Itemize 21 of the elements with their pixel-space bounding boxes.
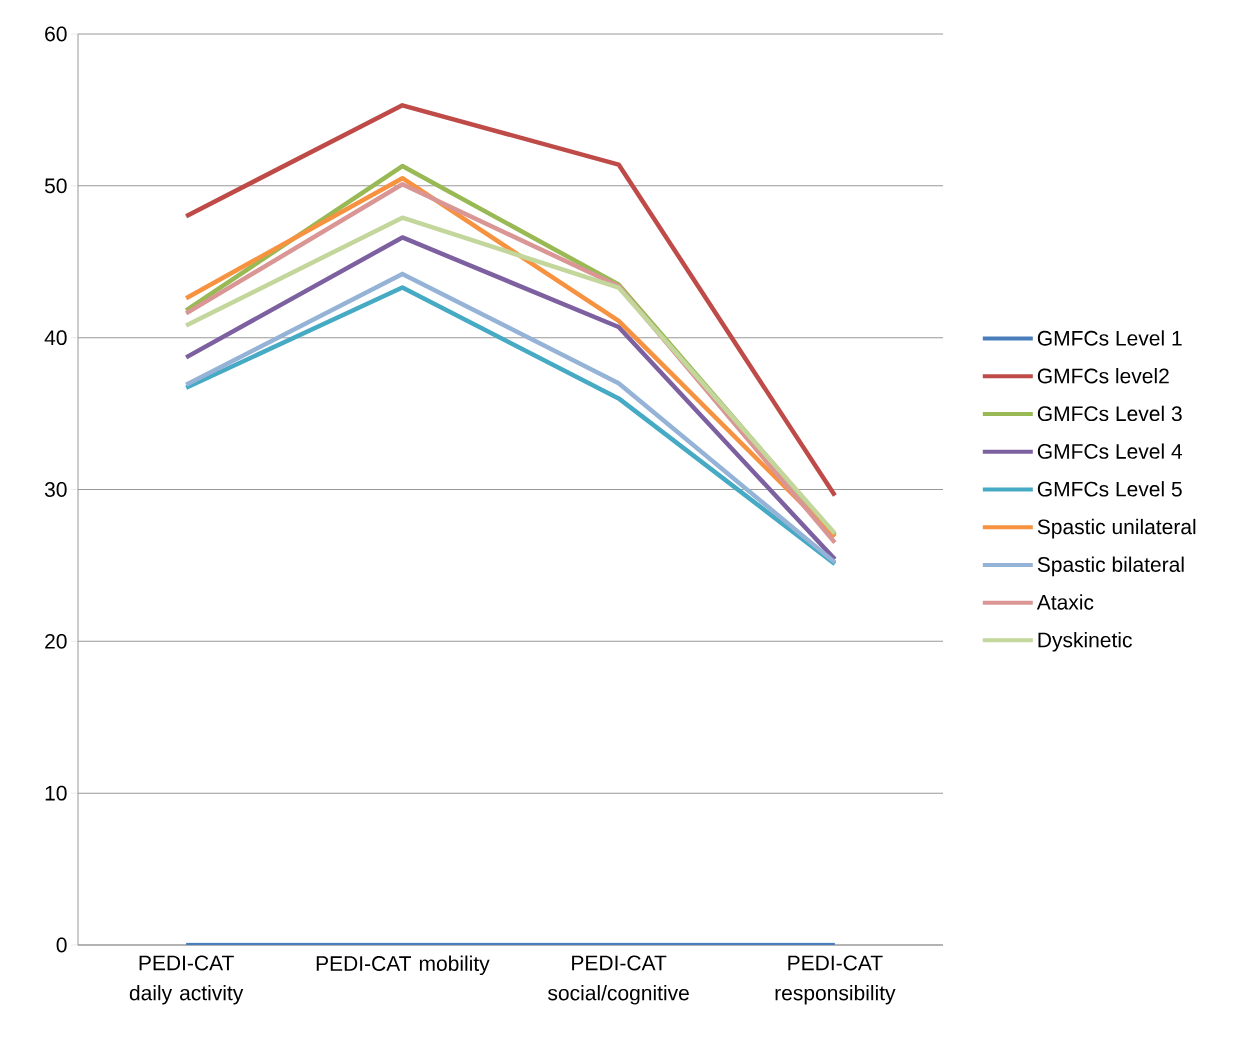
x-tick-label: PEDI-CAT responsibility (775, 955, 896, 1005)
legend-label: GMFCs Level 5 (1037, 481, 1182, 497)
legend-label: GMFCs level2 (1037, 367, 1169, 384)
y-tick-label: 50 (44, 178, 67, 194)
legend-label: Dyskinetic (1038, 632, 1132, 652)
x-tick-label: PEDI-CAT mobility (316, 955, 490, 976)
legend-label: Spastic unilateral (1037, 518, 1196, 539)
y-tick-label: 60 (45, 26, 67, 42)
y-tick-label: 0 (56, 937, 67, 953)
x-tick-label: PEDI-CAT daily activity (129, 955, 244, 1005)
legend-label: GMFCs Level 4 (1037, 443, 1183, 459)
y-tick-label: 20 (45, 633, 67, 649)
legend-label: Ataxic (1036, 594, 1094, 610)
x-tick-label: PEDI-CAT social/cognitive (548, 955, 689, 1005)
y-tick-label: 30 (44, 482, 67, 497)
y-tick-label: 10 (45, 785, 67, 801)
line-series (183, 103, 838, 498)
legend-label: GMFCs Level 3 (1037, 405, 1182, 422)
legend-label: GMFCs Level 1 (1037, 330, 1182, 346)
legend-label: Spastic bilateral (1037, 556, 1184, 577)
y-tick-label: 40 (44, 330, 67, 346)
